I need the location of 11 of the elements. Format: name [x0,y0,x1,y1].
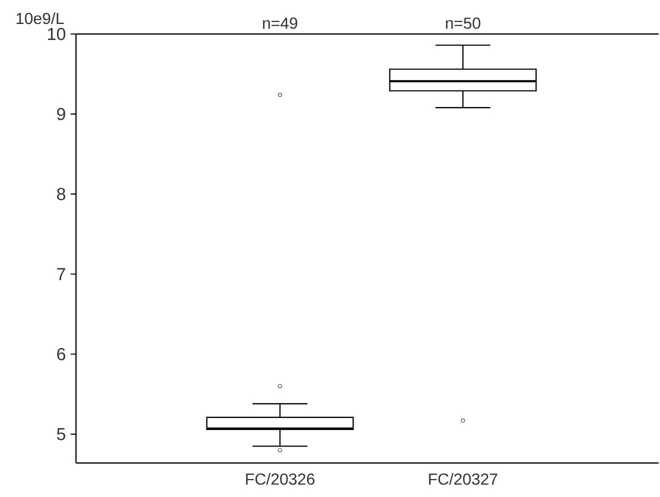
y-tick-label: 9 [57,108,66,120]
y-axis-title: 10e9/L [16,12,64,24]
y-tick-label: 7 [57,268,66,280]
y-tick-label: 8 [57,188,66,200]
y-tick-label: 6 [57,348,66,360]
y-tick-label: 5 [57,428,66,440]
x-tick-label: FC/20327 [429,473,498,485]
y-tick-label: 10 [48,28,66,40]
text: n=49 [263,18,298,29]
x-tick-label: FC/20326 [246,473,314,485]
text: n=50 [446,18,480,29]
